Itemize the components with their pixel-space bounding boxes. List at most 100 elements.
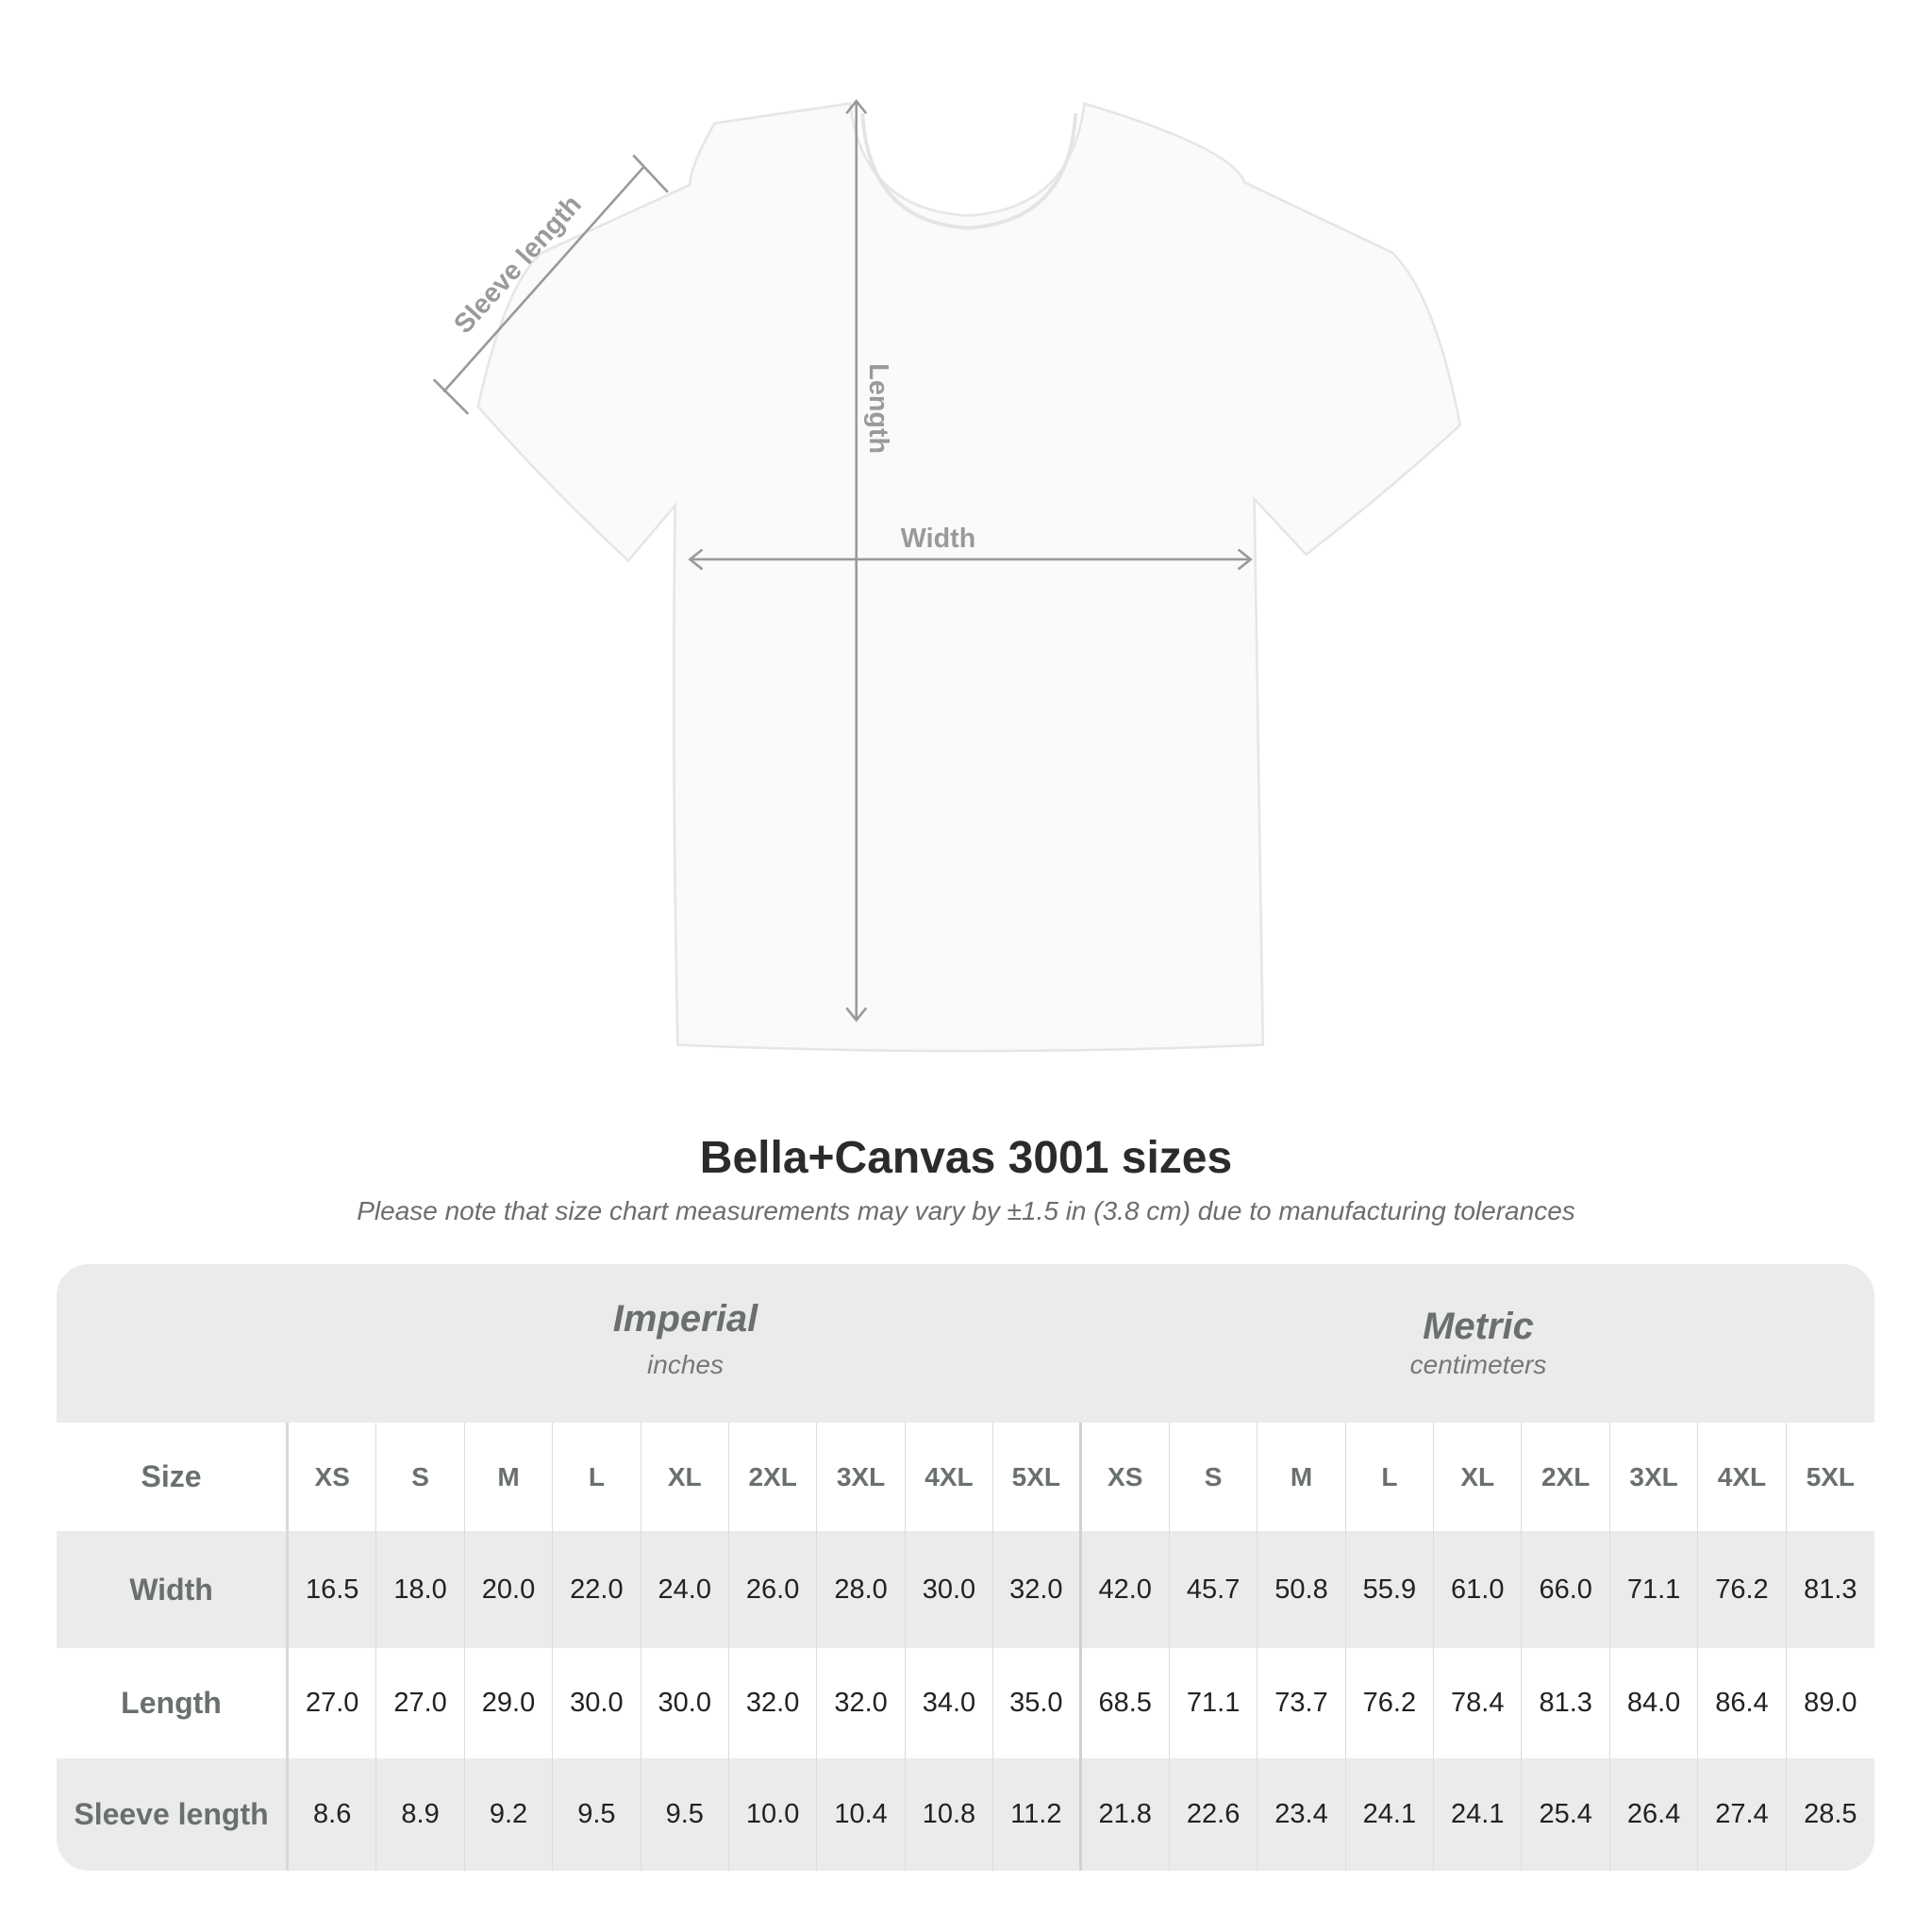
- collar: [860, 113, 1078, 230]
- table-cell: 27.0: [376, 1648, 465, 1758]
- table-cell: 71.1: [1610, 1531, 1699, 1648]
- metric-size-5xl: 5XL: [1806, 1461, 1856, 1491]
- table-cell: 84.0: [1610, 1648, 1699, 1758]
- table-cell: 9.2: [465, 1758, 554, 1871]
- table-cell: 9.5: [641, 1758, 729, 1871]
- width-arrowheads: [688, 548, 1253, 571]
- table-cell: 81.3: [1804, 1574, 1857, 1605]
- metric-size-3xl: 3XL: [1610, 1423, 1699, 1531]
- table-cell: 16.5: [289, 1531, 377, 1648]
- table-cell: 61.0: [1434, 1531, 1523, 1648]
- metric-unit: centimeters: [1409, 1350, 1547, 1379]
- metric-size-4xl: 4XL: [1698, 1423, 1787, 1531]
- imperial-header: Imperial inches: [289, 1264, 1082, 1423]
- metric-size-m: M: [1257, 1423, 1346, 1531]
- metric-size-xl: XL: [1434, 1423, 1523, 1531]
- table-cell: 78.4: [1434, 1648, 1523, 1758]
- table-cell: 24.1: [1434, 1758, 1523, 1871]
- table-cell: 22.6: [1170, 1758, 1258, 1871]
- table-cell: 32.0: [729, 1648, 818, 1758]
- table-cell: 30.0: [641, 1648, 729, 1758]
- table-cell: 26.0: [729, 1531, 818, 1648]
- table-cell: 89.0: [1804, 1688, 1857, 1718]
- page-title: Bella+Canvas 3001 sizes: [699, 1133, 1233, 1183]
- imperial-size-l: L: [553, 1423, 641, 1531]
- table-cell: 28.0: [817, 1531, 906, 1648]
- table-cell: 34.0: [906, 1648, 994, 1758]
- metric-size-l: L: [1346, 1423, 1435, 1531]
- table-cell: 28.5: [1804, 1799, 1857, 1829]
- size-label: Size: [57, 1423, 289, 1531]
- size-grid: Size XS S M L XL 2XL 3XL 4XL 5XL XS S M L XL 2XL 3XL 4XL 5…: [57, 1423, 1874, 1871]
- table-cell: 32.0: [817, 1648, 906, 1758]
- size-header-row: Size XS S M L XL 2XL 3XL 4XL 5XL XS S M L XL 2XL 3XL 4XL 5…: [57, 1423, 1874, 1531]
- table-row: Width 16.5 18.0 20.0 22.0 24.0 26.0 28.0 30.0 32.…: [57, 1531, 1874, 1648]
- table-cell: 9.5: [553, 1758, 641, 1871]
- table-cell: 35.0: [993, 1648, 1082, 1758]
- sleeve-tick-start: [432, 378, 470, 415]
- table-cell: 26.4: [1610, 1758, 1699, 1871]
- table-cell: 8.6: [289, 1758, 377, 1871]
- imperial-size-4xl: 4XL: [906, 1423, 994, 1531]
- table-cell: 55.9: [1346, 1531, 1435, 1648]
- table-cell: 10.0: [729, 1758, 818, 1871]
- imperial-unit: inches: [647, 1350, 724, 1379]
- sleeve-tick-end: [632, 154, 669, 193]
- measurement-lines: [432, 99, 1253, 1023]
- table-cell: 86.4: [1698, 1648, 1787, 1758]
- metric-size-xs: XS: [1082, 1423, 1170, 1531]
- table-row: Length 27.0 27.0 29.0 30.0 30.0 32.0 32.0 34.0 35…: [57, 1648, 1874, 1758]
- table-row: Sleeve length 8.6 8.9 9.2 9.5 9.5 10.0 10.4 10.8…: [57, 1758, 1874, 1871]
- table-cell: 71.1: [1170, 1648, 1258, 1758]
- table-cell: 66.0: [1522, 1531, 1610, 1648]
- table-cell: 42.0: [1082, 1531, 1170, 1648]
- table-cell: 10.8: [906, 1758, 994, 1871]
- width-label: Width: [901, 524, 975, 554]
- tolerance-note: Please note that size chart measurements…: [357, 1196, 1575, 1225]
- metric-size-s: S: [1170, 1423, 1258, 1531]
- length-label: Length: [863, 363, 893, 454]
- table-cell: 30.0: [553, 1648, 641, 1758]
- table-cell: 23.4: [1257, 1758, 1346, 1871]
- sleeve-line: [442, 166, 644, 393]
- imperial-size-xs: XS: [289, 1423, 377, 1531]
- size-table: Imperial inches Metric centimeters Size X…: [57, 1264, 1874, 1871]
- table-cell: 18.0: [376, 1531, 465, 1648]
- metric-title: Metric: [1423, 1306, 1534, 1347]
- table-cell: 50.8: [1257, 1531, 1346, 1648]
- tshirt-shape: [476, 102, 1462, 1053]
- table-cell: 29.0: [465, 1648, 554, 1758]
- table-cell: 8.9: [376, 1758, 465, 1871]
- imperial-size-2xl: 2XL: [729, 1423, 818, 1531]
- imperial-size-m: M: [465, 1423, 554, 1531]
- table-cell: 45.7: [1170, 1531, 1258, 1648]
- table-cell: 22.0: [553, 1531, 641, 1648]
- table-cell: 11.2: [993, 1758, 1082, 1871]
- table-cell: 30.0: [906, 1531, 994, 1648]
- table-cell: 27.4: [1698, 1758, 1787, 1871]
- table-cell: 20.0: [465, 1531, 554, 1648]
- table-cell: 10.4: [817, 1758, 906, 1871]
- table-cell: 76.2: [1698, 1531, 1787, 1648]
- table-cell: 21.8: [1082, 1758, 1170, 1871]
- row-label: Length: [57, 1648, 289, 1758]
- table-cell: 32.0: [993, 1531, 1082, 1648]
- table-cell: 24.0: [641, 1531, 729, 1648]
- row-label: Width: [57, 1531, 289, 1648]
- imperial-size-xl: XL: [641, 1423, 729, 1531]
- table-cell: 81.3: [1522, 1648, 1610, 1758]
- imperial-size-5xl: 5XL: [993, 1423, 1082, 1531]
- table-cell: 68.5: [1082, 1648, 1170, 1758]
- imperial-size-s: S: [376, 1423, 465, 1531]
- table-cell: 27.0: [289, 1648, 377, 1758]
- table-cell: 73.7: [1257, 1648, 1346, 1758]
- metric-header: Metric centimeters: [1082, 1264, 1874, 1423]
- imperial-size-3xl: 3XL: [817, 1423, 906, 1531]
- table-cell: 76.2: [1346, 1648, 1435, 1758]
- table-cell: 25.4: [1522, 1758, 1610, 1871]
- row-label: Sleeve length: [57, 1758, 289, 1871]
- metric-size-2xl: 2XL: [1522, 1423, 1610, 1531]
- imperial-title: Imperial: [612, 1298, 758, 1340]
- length-arrowheads: [845, 99, 868, 1023]
